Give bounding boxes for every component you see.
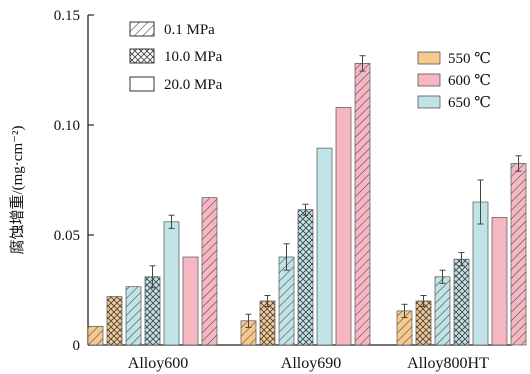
legend-label-10mpa: 10.0 MPa xyxy=(164,49,223,65)
legend-swatch-550 xyxy=(417,51,441,65)
legend-label-20mpa: 20.0 MPa xyxy=(164,77,223,93)
y-tick-label: 0.15 xyxy=(54,8,80,24)
error-bar xyxy=(439,269,446,284)
category-label: Alloy690 xyxy=(281,355,341,372)
category-label: Alloy600 xyxy=(128,355,188,372)
error-bar xyxy=(264,295,271,307)
legend-label-600: 600 ℃ xyxy=(448,73,491,89)
error-bar xyxy=(302,203,309,216)
temperature-legend: 550 ℃ 600 ℃ 650 ℃ xyxy=(417,51,491,111)
error-bar xyxy=(401,303,408,318)
legend-swatch-650 xyxy=(417,95,441,109)
pressure-legend: 0.1 MPa 10.0 MPa 20.0 MPa xyxy=(129,21,223,93)
legend-label-550: 550 ℃ xyxy=(448,51,491,67)
error-bar xyxy=(359,55,366,72)
bar xyxy=(316,147,333,346)
legend-swatch-10mpa xyxy=(129,48,155,64)
bars-layer xyxy=(87,55,527,346)
error-bar xyxy=(477,179,484,225)
legend-swatch-600 xyxy=(417,73,441,87)
x-axis-categories: Alloy600 Alloy690 Alloy800HT xyxy=(128,355,489,372)
bar-hatch xyxy=(355,63,370,346)
bar-hatch xyxy=(298,209,313,345)
bar-hatch xyxy=(145,276,160,345)
bar-hatch xyxy=(435,276,450,345)
y-tick-label: 0.05 xyxy=(54,228,80,244)
y-axis-label: 腐蚀增重/(mg·cm⁻²) xyxy=(8,125,26,254)
bar xyxy=(163,221,180,346)
y-axis-ticks: 0 0.05 0.10 0.15 xyxy=(54,8,94,354)
bar xyxy=(182,256,199,346)
y-tick-label: 0.10 xyxy=(54,118,80,134)
error-bar xyxy=(245,313,252,328)
error-bar xyxy=(149,265,156,289)
error-bar xyxy=(420,295,427,307)
bar-hatch xyxy=(260,301,275,345)
legend-label-0.1mpa: 0.1 MPa xyxy=(164,22,215,38)
legend-swatch-0.1mpa xyxy=(129,21,155,37)
bar-hatch xyxy=(126,286,141,345)
bar-hatch xyxy=(88,326,103,345)
error-bar xyxy=(283,243,290,271)
legend-label-650: 650 ℃ xyxy=(448,95,491,111)
y-tick-label: 0 xyxy=(73,338,81,354)
error-bar xyxy=(168,214,175,229)
bar xyxy=(491,217,508,346)
bar-hatch xyxy=(202,197,217,345)
bar xyxy=(335,107,352,346)
legend-swatch-20mpa xyxy=(129,76,155,92)
bar-hatch xyxy=(107,296,122,345)
bar-hatch xyxy=(279,257,294,345)
category-label: Alloy800HT xyxy=(407,355,489,372)
bar-hatch xyxy=(397,310,412,345)
error-bar xyxy=(458,252,465,267)
bar-hatch xyxy=(454,259,469,345)
bar-hatch xyxy=(511,163,526,345)
bar-hatch xyxy=(241,320,256,345)
error-bar xyxy=(515,155,522,172)
bar-hatch xyxy=(416,301,431,345)
